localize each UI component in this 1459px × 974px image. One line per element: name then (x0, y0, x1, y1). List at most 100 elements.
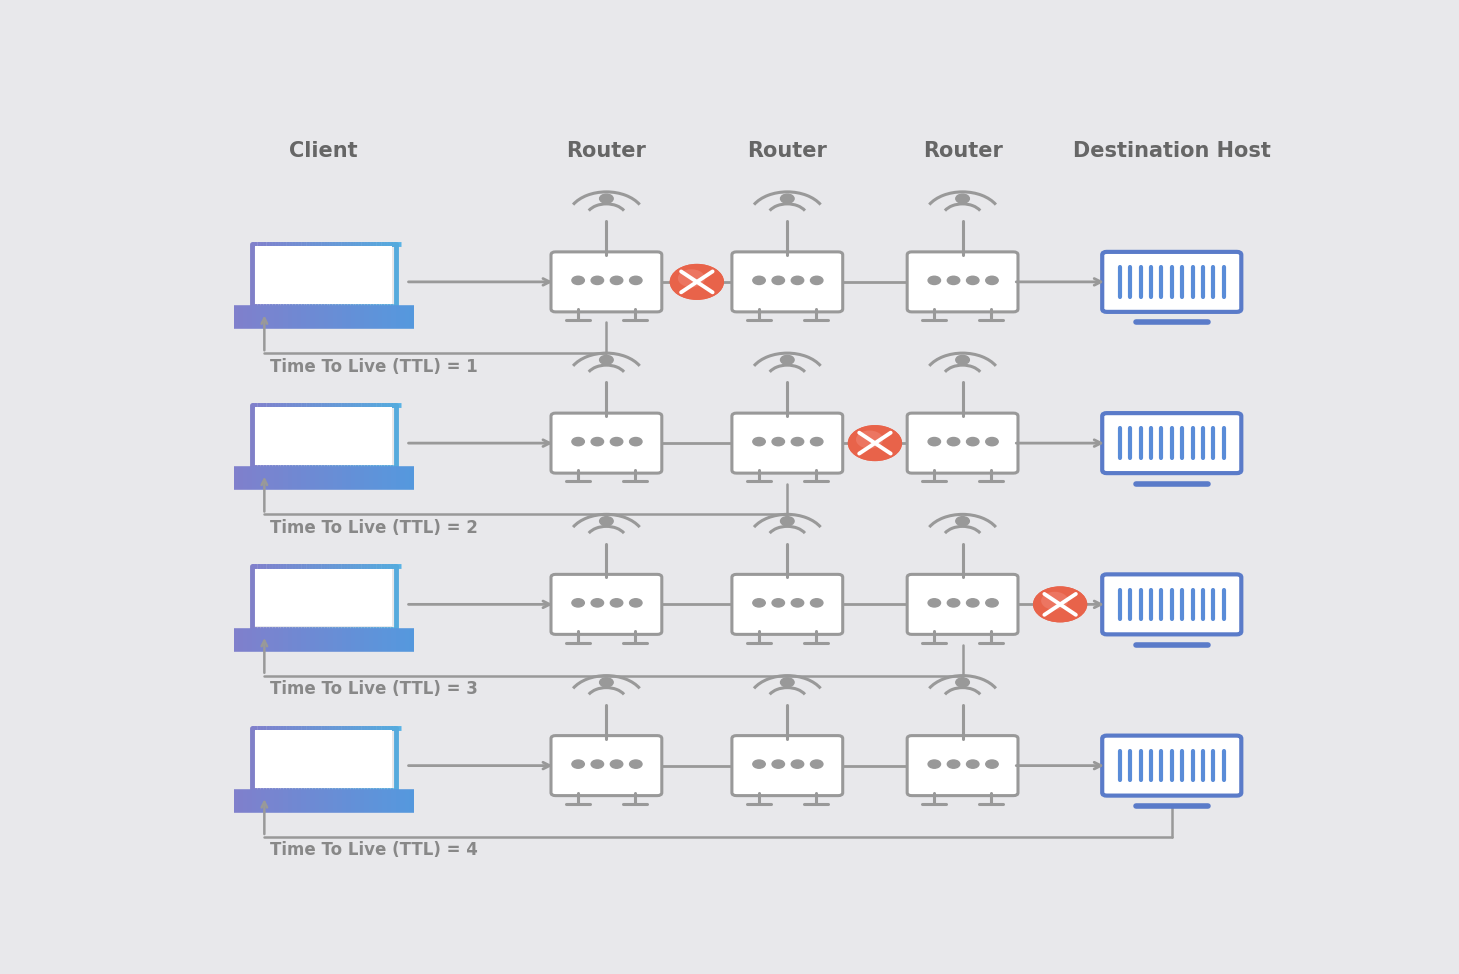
Circle shape (591, 760, 604, 768)
Circle shape (791, 437, 804, 446)
Circle shape (781, 516, 794, 526)
Circle shape (772, 277, 785, 284)
Circle shape (986, 437, 998, 446)
Circle shape (791, 599, 804, 607)
Text: Time To Live (TTL) = 1: Time To Live (TTL) = 1 (270, 357, 477, 376)
FancyBboxPatch shape (255, 407, 392, 465)
Circle shape (600, 516, 613, 526)
Circle shape (630, 599, 642, 607)
Circle shape (1042, 592, 1068, 610)
FancyBboxPatch shape (552, 413, 662, 473)
Circle shape (986, 277, 998, 284)
Circle shape (848, 425, 902, 461)
Circle shape (848, 425, 902, 461)
Circle shape (928, 599, 941, 607)
FancyBboxPatch shape (552, 575, 662, 634)
Circle shape (928, 760, 941, 768)
FancyBboxPatch shape (907, 735, 1018, 796)
Text: Router: Router (566, 140, 646, 161)
Circle shape (956, 678, 969, 687)
Text: Time To Live (TTL) = 4: Time To Live (TTL) = 4 (270, 842, 479, 859)
FancyBboxPatch shape (1102, 735, 1242, 796)
Circle shape (811, 277, 823, 284)
Circle shape (591, 437, 604, 446)
FancyBboxPatch shape (732, 575, 843, 634)
Circle shape (1037, 589, 1083, 619)
Circle shape (811, 437, 823, 446)
Circle shape (591, 599, 604, 607)
Circle shape (610, 760, 623, 768)
Circle shape (966, 599, 979, 607)
Circle shape (753, 599, 766, 607)
Circle shape (781, 356, 794, 364)
Circle shape (572, 277, 585, 284)
Circle shape (947, 760, 960, 768)
Text: Time To Live (TTL) = 3: Time To Live (TTL) = 3 (270, 680, 479, 698)
Circle shape (856, 431, 883, 448)
Circle shape (678, 269, 705, 287)
Circle shape (966, 437, 979, 446)
Text: Router: Router (747, 140, 827, 161)
FancyBboxPatch shape (255, 730, 392, 788)
Circle shape (772, 599, 785, 607)
Circle shape (928, 277, 941, 284)
Circle shape (791, 277, 804, 284)
Circle shape (928, 437, 941, 446)
Circle shape (947, 437, 960, 446)
Text: Client: Client (289, 140, 357, 161)
Circle shape (610, 277, 623, 284)
FancyBboxPatch shape (1102, 413, 1242, 473)
Circle shape (986, 599, 998, 607)
Circle shape (670, 264, 724, 300)
Circle shape (753, 437, 766, 446)
Circle shape (572, 437, 585, 446)
Circle shape (630, 437, 642, 446)
Circle shape (600, 356, 613, 364)
Circle shape (753, 277, 766, 284)
FancyBboxPatch shape (907, 252, 1018, 312)
Circle shape (947, 277, 960, 284)
Circle shape (1033, 586, 1087, 622)
Circle shape (1033, 586, 1087, 622)
FancyBboxPatch shape (1102, 575, 1242, 634)
FancyBboxPatch shape (907, 575, 1018, 634)
Circle shape (630, 277, 642, 284)
Circle shape (852, 428, 897, 459)
Circle shape (670, 264, 724, 300)
Circle shape (811, 760, 823, 768)
FancyBboxPatch shape (552, 735, 662, 796)
Circle shape (956, 194, 969, 204)
Circle shape (781, 194, 794, 204)
Circle shape (956, 356, 969, 364)
Circle shape (572, 599, 585, 607)
Text: Time To Live (TTL) = 2: Time To Live (TTL) = 2 (270, 519, 479, 537)
Circle shape (791, 760, 804, 768)
Circle shape (986, 760, 998, 768)
Text: Destination Host: Destination Host (1072, 140, 1271, 161)
Circle shape (956, 516, 969, 526)
Circle shape (610, 437, 623, 446)
Circle shape (966, 277, 979, 284)
FancyBboxPatch shape (732, 735, 843, 796)
Circle shape (781, 678, 794, 687)
Circle shape (630, 760, 642, 768)
FancyBboxPatch shape (552, 252, 662, 312)
Circle shape (610, 599, 623, 607)
Circle shape (572, 760, 585, 768)
Circle shape (600, 194, 613, 204)
FancyBboxPatch shape (732, 413, 843, 473)
FancyBboxPatch shape (732, 252, 843, 312)
Circle shape (674, 267, 719, 297)
Circle shape (772, 760, 785, 768)
FancyBboxPatch shape (907, 413, 1018, 473)
FancyBboxPatch shape (255, 569, 392, 626)
Circle shape (966, 760, 979, 768)
Circle shape (600, 678, 613, 687)
Circle shape (947, 599, 960, 607)
FancyBboxPatch shape (1102, 252, 1242, 312)
Circle shape (591, 277, 604, 284)
Circle shape (772, 437, 785, 446)
FancyBboxPatch shape (255, 246, 392, 304)
Text: Router: Router (922, 140, 1002, 161)
Circle shape (753, 760, 766, 768)
